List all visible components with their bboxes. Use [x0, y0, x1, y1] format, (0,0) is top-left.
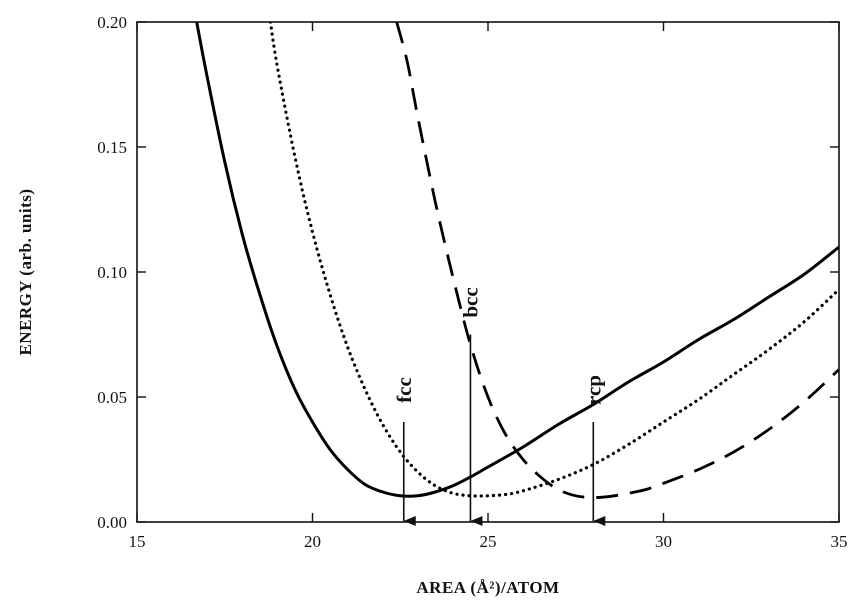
annotations-layer: fcc bcc rcp: [392, 287, 606, 526]
marker-label-bcc: bcc: [458, 287, 482, 317]
y-tick-label: 0.00: [97, 513, 127, 532]
series-line-dotted: [268, 22, 839, 498]
marker-label-rcp: rcp: [581, 375, 605, 405]
y-tick-label: 0.05: [97, 388, 127, 407]
ticks-layer: 15 20 25 30 35 0.00 0.05 0.10 0.15 0.20: [97, 13, 847, 551]
plot-frame: [136, 21, 840, 523]
y-axis-title: ENERGY (arb. units): [16, 188, 35, 355]
x-tick-label: 20: [304, 532, 321, 551]
series-line-solid: [195, 22, 839, 498]
x-tick-label: 25: [480, 532, 497, 551]
y-tick-label: 0.20: [97, 13, 127, 32]
series-line-dashed: [395, 22, 839, 499]
x-tick-label: 30: [655, 532, 672, 551]
y-tick-label: 0.15: [97, 138, 127, 157]
x-axis-title: AREA (Å²)/ATOM: [416, 578, 559, 597]
x-tick-label: 35: [831, 532, 848, 551]
x-tick-label: 15: [129, 532, 146, 551]
marker-label-fcc: fcc: [392, 377, 416, 403]
y-tick-label: 0.10: [97, 263, 127, 282]
curves-layer: [195, 22, 839, 499]
